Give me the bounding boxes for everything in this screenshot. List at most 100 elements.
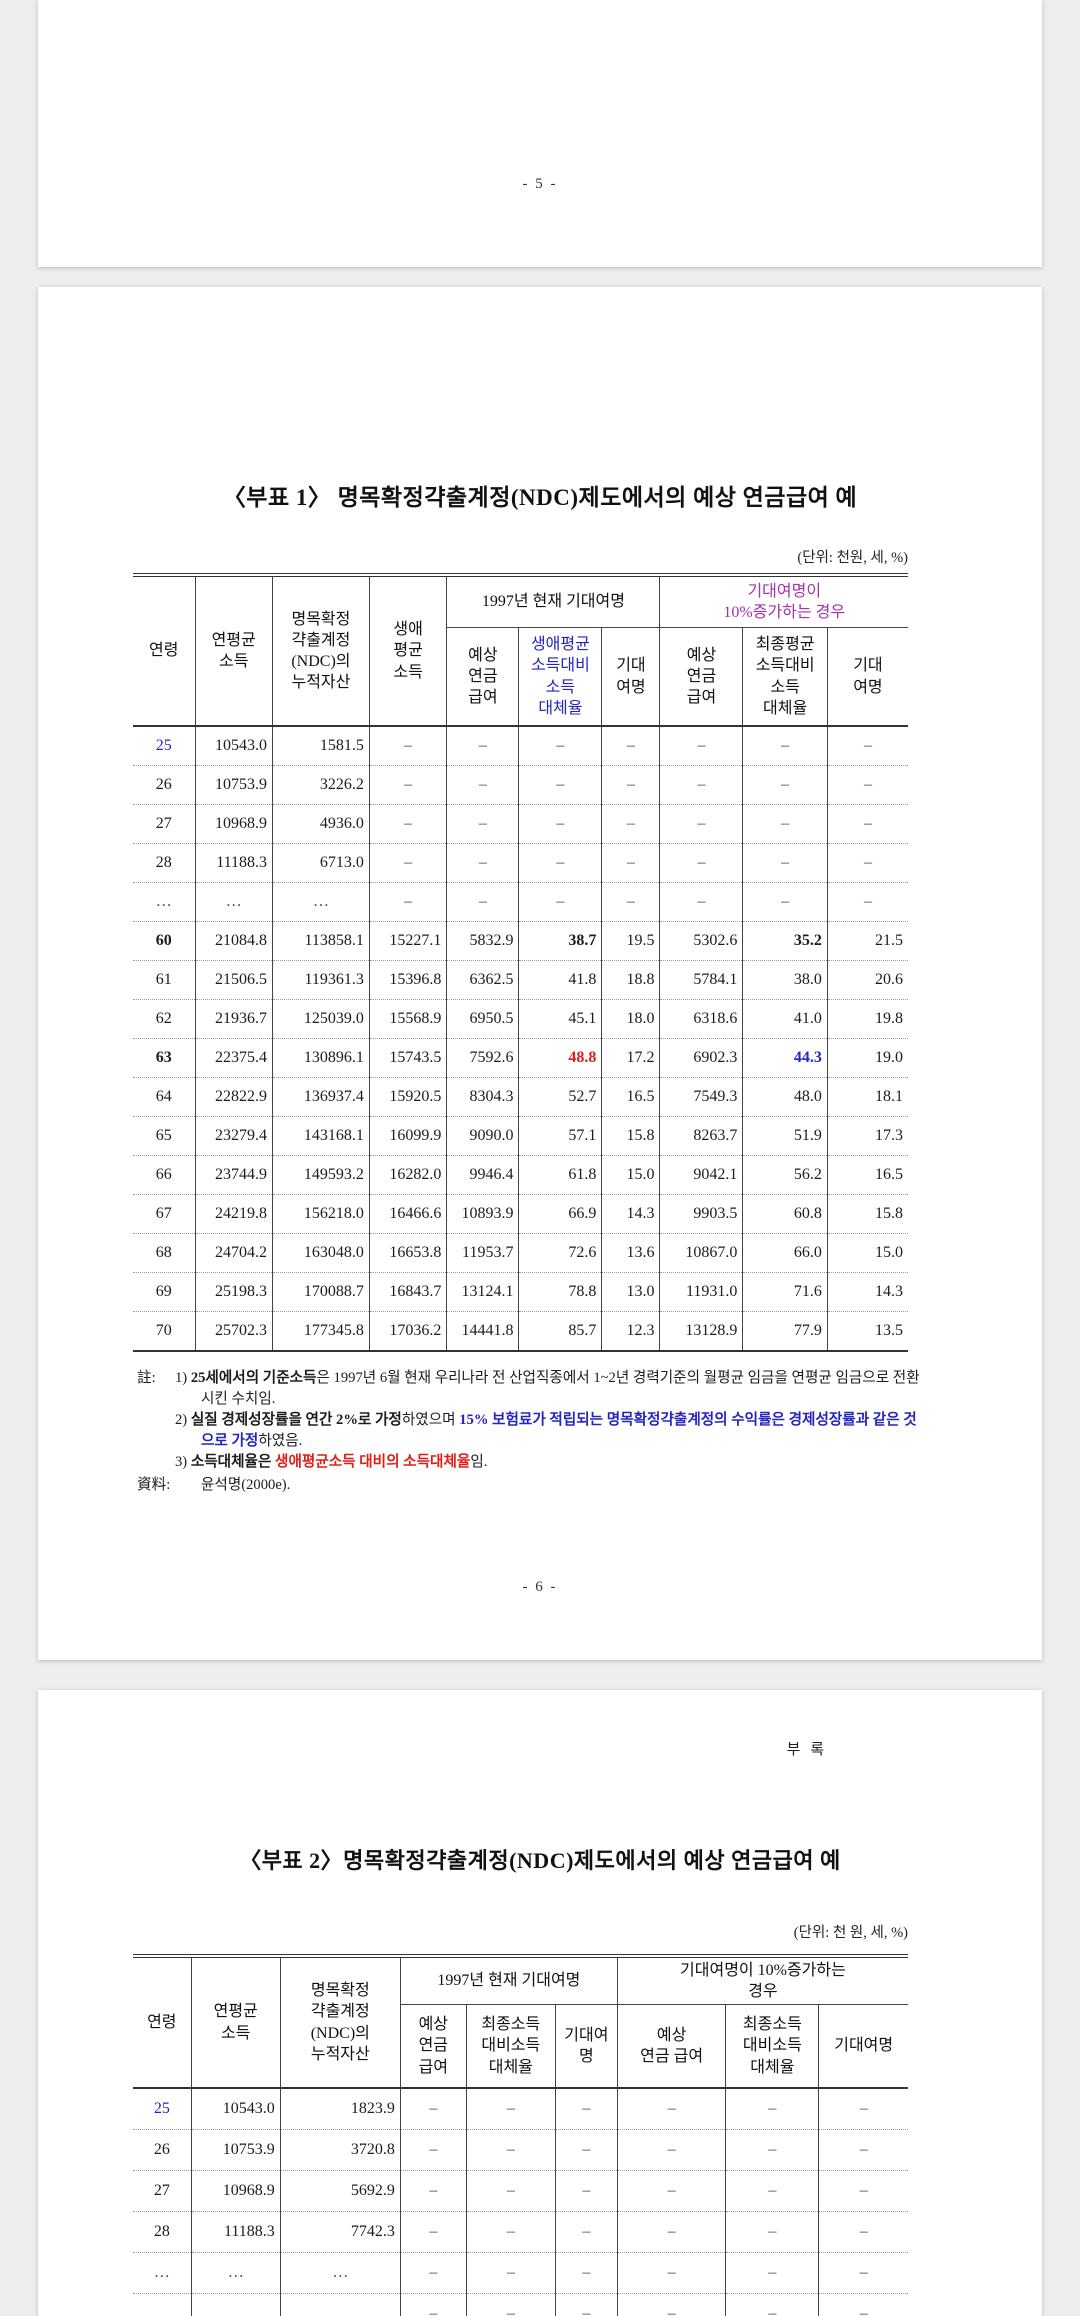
- cell: 19.0: [826, 1038, 908, 1078]
- cell: 21.5: [826, 921, 908, 961]
- cell: –: [818, 2129, 908, 2171]
- cell: –: [465, 2252, 556, 2294]
- table-row: 67 24219.8 156218.0 16466.6 10893.9 66.9 14.3 9…: [133, 1194, 908, 1234]
- cell: 69: [133, 1272, 195, 1312]
- cell: …: [272, 882, 370, 922]
- cell: 16653.8: [368, 1233, 447, 1273]
- cell: 15227.1: [368, 921, 447, 961]
- table2-body: 25 10543.0 1823.9– – – – – –26 10753.9 3720.8– – – –…: [133, 2087, 908, 2316]
- cell: 57.1: [518, 1116, 602, 1156]
- cell: 78.8: [518, 1272, 602, 1312]
- cell: –: [554, 2087, 618, 2130]
- cell: 5784.1: [659, 960, 743, 1000]
- cell: –: [368, 765, 447, 805]
- cell: 17.2: [601, 1038, 660, 1078]
- cell: 38.7: [518, 921, 602, 961]
- note-2-number: 2): [175, 1412, 188, 1428]
- cell: 68: [133, 1233, 195, 1273]
- cell: –: [725, 2087, 819, 2130]
- cell: 41.0: [742, 999, 828, 1039]
- table-row: 26 10753.9 3720.8– – – – – –: [133, 2129, 908, 2171]
- cell: 21506.5: [194, 960, 273, 1000]
- notes-label: 註:: [137, 1370, 156, 1386]
- note-segment: 하였음.: [258, 1433, 303, 1449]
- cell: 26: [133, 2129, 192, 2171]
- cell: 48.0: [742, 1077, 828, 1117]
- table-row: 61 21506.5 119361.3 15396.8 6362.5 41.8 18.8 57…: [133, 960, 908, 1000]
- cell: –: [725, 2170, 819, 2212]
- cell: –: [725, 2129, 819, 2171]
- cell: 10867.0: [659, 1233, 743, 1273]
- cell: 6950.5: [446, 999, 519, 1039]
- cell: …: [133, 882, 195, 922]
- cell: –: [659, 804, 743, 844]
- cell: 10543.0: [194, 725, 273, 766]
- col-header-expected-pension-1: 예상 연금 급여: [446, 627, 519, 726]
- table-row: 69 25198.3 170088.7 16843.7 13124.1 78.8 13.0 1…: [133, 1272, 908, 1312]
- cell: 5692.9: [279, 2170, 401, 2212]
- cell: –: [399, 2293, 467, 2316]
- table-row: 70 25702.3 177345.8 17036.2 14441.8 85.7 12.3 1…: [133, 1311, 908, 1351]
- cell: 72.6: [518, 1233, 602, 1273]
- cell: 77.9: [742, 1311, 828, 1351]
- table-row: 27 10968.9 4936.0– – – – – – –: [133, 804, 908, 844]
- cell: 12.3: [601, 1311, 660, 1351]
- cell: –: [818, 2252, 908, 2294]
- page-5: - 5 -: [38, 0, 1042, 267]
- cell: 15.8: [601, 1116, 660, 1156]
- note-segment: 실질 경제성장률을 연간 2%로 가정: [190, 1412, 402, 1428]
- note-segment: 생애평균소득 대비의 소득대체율: [275, 1454, 471, 1470]
- cell: –: [818, 2087, 908, 2130]
- table1-body: 25 10543.0 1581.5– – – – – – –26 10753.9 3226.2– – –…: [133, 725, 908, 1351]
- cell: –: [446, 725, 519, 766]
- cell: –: [399, 2129, 467, 2171]
- page-number-5: - 5 -: [522, 176, 558, 192]
- table-row: 26 10753.9 3226.2– – – – – – –: [133, 765, 908, 805]
- table-row: ……… – – – – – –: [133, 2293, 908, 2316]
- cell: –: [399, 2211, 467, 2253]
- col-header-replacement-rate-1: 최종소득 대비소득 대체율: [465, 2004, 556, 2088]
- appendix-label: 부 록: [786, 1742, 827, 1758]
- cell: –: [826, 882, 908, 922]
- cell: 14441.8: [446, 1311, 519, 1351]
- cell: 16466.6: [368, 1194, 447, 1234]
- cell: 41.8: [518, 960, 602, 1000]
- cell: 15568.9: [368, 999, 447, 1039]
- cell: 170088.7: [272, 1272, 370, 1312]
- cell: 16.5: [601, 1077, 660, 1117]
- cell: 71.6: [742, 1272, 828, 1312]
- cell: 7742.3: [279, 2211, 401, 2253]
- cell: 28: [133, 2211, 192, 2253]
- cell: 10968.9: [194, 804, 273, 844]
- cell: 22822.9: [194, 1077, 273, 1117]
- source-text: 윤석명(2000e).: [201, 1477, 291, 1493]
- cell: 52.7: [518, 1077, 602, 1117]
- cell: 15.0: [601, 1155, 660, 1195]
- cell: 10753.9: [190, 2129, 281, 2171]
- cell: 11953.7: [446, 1233, 519, 1273]
- cell: 10968.9: [190, 2170, 281, 2212]
- cell: 24219.8: [194, 1194, 273, 1234]
- table-row: 28 11188.3 7742.3– – – – – –: [133, 2211, 908, 2253]
- cell: –: [725, 2252, 819, 2294]
- cell: –: [616, 2170, 726, 2212]
- cell: 15743.5: [368, 1038, 447, 1078]
- table-row: 60 21084.8 113858.1 15227.1 5832.9 38.7 19.5 53…: [133, 921, 908, 961]
- cell: 21936.7: [194, 999, 273, 1039]
- page-number-6: - 6 -: [522, 1579, 558, 1595]
- cell: 10543.0: [190, 2087, 281, 2130]
- col-header-replacement-rate-2: 최종평균 소득대비 소득 대체율: [742, 627, 828, 726]
- cell: 16843.7: [368, 1272, 447, 1312]
- cell: 7592.6: [446, 1038, 519, 1078]
- col-header-lifetime-avg-income: 생애 평균 소득: [368, 575, 447, 726]
- cell: –: [518, 843, 602, 883]
- cell: –: [465, 2087, 556, 2130]
- cell: 8263.7: [659, 1116, 743, 1156]
- cell: 13128.9: [659, 1311, 743, 1351]
- cell: –: [399, 2170, 467, 2212]
- table-row: 63 22375.4 130896.1 15743.5 7592.6 48.8 17.2 69…: [133, 1038, 908, 1078]
- cell: 9042.1: [659, 1155, 743, 1195]
- cell: 130896.1: [272, 1038, 370, 1078]
- cell: 56.2: [742, 1155, 828, 1195]
